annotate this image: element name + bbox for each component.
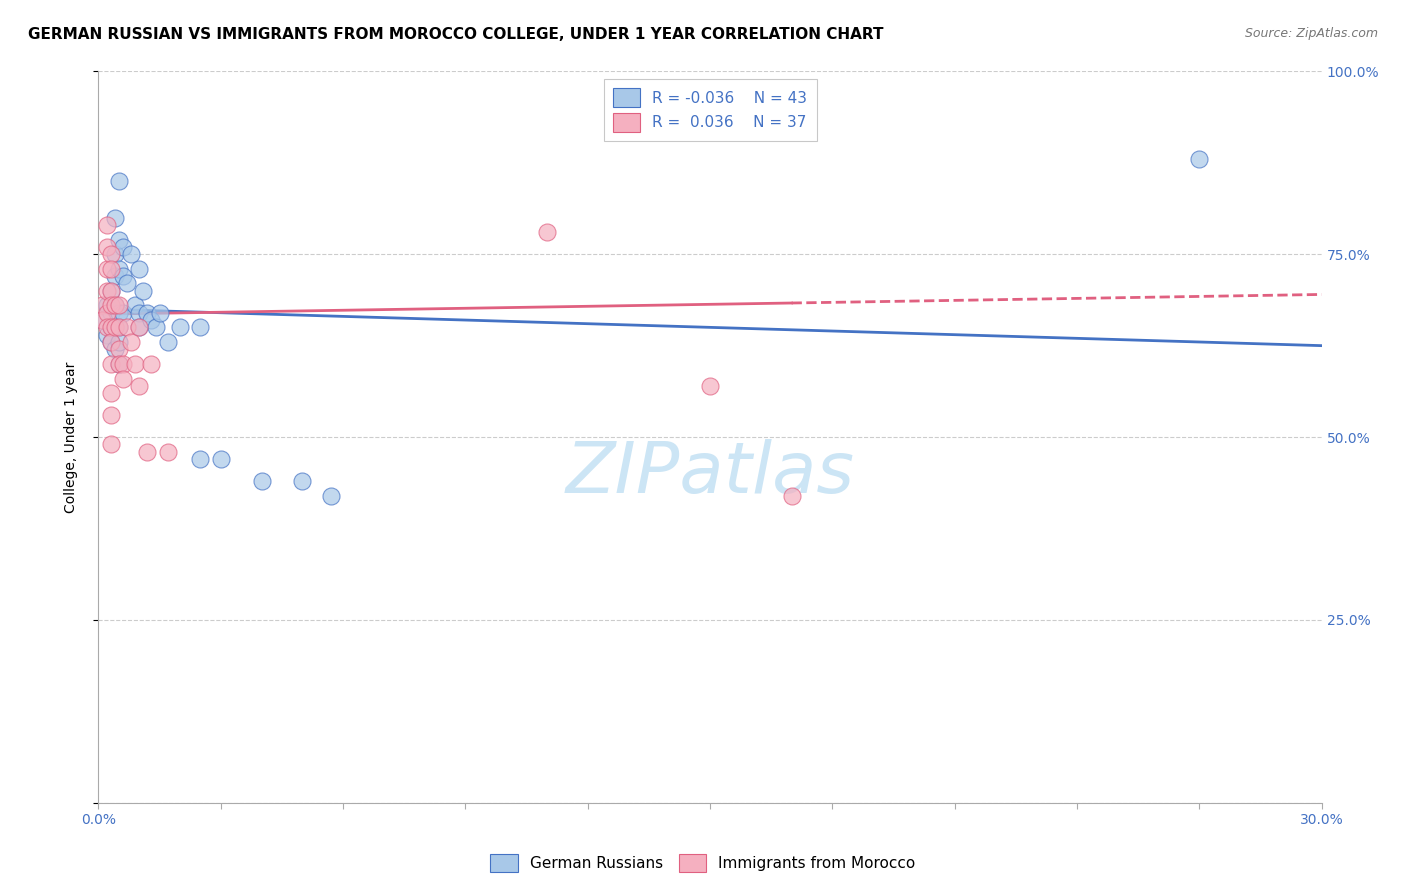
- Point: [104, 320, 127, 334]
- Point: [115, 277, 138, 291]
- Point: [209, 452, 232, 467]
- Point: [100, 408, 122, 422]
- Point: [136, 444, 159, 458]
- Point: [120, 334, 142, 349]
- Y-axis label: College, Under 1 year: College, Under 1 year: [63, 361, 77, 513]
- Point: [108, 320, 131, 334]
- Point: [108, 357, 131, 371]
- Point: [96, 327, 118, 342]
- Point: [128, 261, 150, 276]
- Point: [120, 247, 142, 261]
- Point: [100, 334, 122, 349]
- Point: [104, 298, 127, 312]
- Point: [96, 284, 118, 298]
- Point: [96, 218, 118, 232]
- Point: [96, 306, 118, 320]
- Text: Source: ZipAtlas.com: Source: ZipAtlas.com: [1244, 27, 1378, 40]
- Point: [100, 334, 122, 349]
- Point: [104, 247, 127, 261]
- Point: [108, 233, 131, 247]
- Point: [108, 320, 131, 334]
- Point: [1188, 152, 1211, 166]
- Point: [104, 211, 127, 225]
- Point: [100, 357, 122, 371]
- Point: [96, 261, 118, 276]
- Point: [108, 261, 131, 276]
- Point: [91, 313, 114, 327]
- Point: [111, 357, 134, 371]
- Legend: R = -0.036    N = 43, R =  0.036    N = 37: R = -0.036 N = 43, R = 0.036 N = 37: [603, 79, 817, 141]
- Point: [156, 334, 179, 349]
- Point: [100, 298, 122, 312]
- Point: [100, 284, 122, 298]
- Point: [111, 306, 134, 320]
- Point: [108, 174, 131, 188]
- Point: [96, 298, 118, 312]
- Point: [145, 320, 167, 334]
- Point: [96, 320, 118, 334]
- Point: [149, 306, 172, 320]
- Text: GERMAN RUSSIAN VS IMMIGRANTS FROM MOROCCO COLLEGE, UNDER 1 YEAR CORRELATION CHAR: GERMAN RUSSIAN VS IMMIGRANTS FROM MOROCC…: [28, 27, 883, 42]
- Point: [104, 298, 127, 312]
- Point: [100, 386, 122, 401]
- Text: ZIPatlas: ZIPatlas: [565, 439, 855, 508]
- Point: [104, 343, 127, 357]
- Point: [780, 489, 803, 503]
- Point: [132, 284, 155, 298]
- Point: [100, 247, 122, 261]
- Point: [108, 298, 131, 312]
- Point: [100, 320, 122, 334]
- Point: [188, 452, 212, 467]
- Point: [250, 474, 273, 488]
- Point: [128, 320, 150, 334]
- Point: [108, 334, 131, 349]
- Point: [141, 313, 163, 327]
- Point: [291, 474, 314, 488]
- Point: [111, 240, 134, 254]
- Point: [128, 306, 150, 320]
- Point: [100, 437, 122, 451]
- Point: [104, 320, 127, 334]
- Point: [188, 320, 212, 334]
- Point: [156, 444, 179, 458]
- Point: [108, 306, 131, 320]
- Point: [96, 240, 118, 254]
- Point: [124, 298, 146, 312]
- Point: [111, 269, 134, 284]
- Point: [91, 298, 114, 312]
- Point: [108, 343, 131, 357]
- Point: [124, 357, 146, 371]
- Point: [128, 379, 150, 393]
- Point: [136, 306, 159, 320]
- Point: [104, 269, 127, 284]
- Point: [169, 320, 191, 334]
- Point: [128, 320, 150, 334]
- Point: [536, 225, 558, 239]
- Point: [115, 320, 138, 334]
- Point: [100, 261, 122, 276]
- Legend: German Russians, Immigrants from Morocco: German Russians, Immigrants from Morocco: [482, 846, 924, 880]
- Point: [319, 489, 342, 503]
- Point: [699, 379, 721, 393]
- Point: [111, 371, 134, 385]
- Point: [100, 306, 122, 320]
- Point: [100, 284, 122, 298]
- Point: [141, 357, 163, 371]
- Point: [108, 357, 131, 371]
- Point: [100, 320, 122, 334]
- Point: [91, 313, 114, 327]
